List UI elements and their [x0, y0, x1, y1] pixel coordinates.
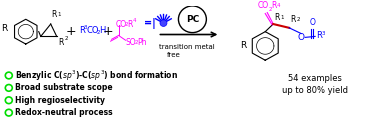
- Text: 4: 4: [276, 3, 280, 8]
- Text: +: +: [65, 25, 76, 38]
- Text: R: R: [271, 1, 277, 10]
- Text: CO: CO: [257, 1, 268, 10]
- Text: 4: 4: [133, 18, 136, 23]
- Text: Broad substrate scope: Broad substrate scope: [15, 83, 112, 92]
- Text: 2: 2: [125, 22, 128, 27]
- Text: R: R: [79, 26, 85, 35]
- Text: 1: 1: [58, 12, 61, 17]
- Text: H: H: [100, 26, 106, 35]
- Text: 54 examples: 54 examples: [288, 74, 342, 83]
- Text: +: +: [102, 25, 113, 38]
- Text: 2: 2: [135, 40, 138, 45]
- Text: 2: 2: [268, 7, 272, 12]
- Text: R: R: [316, 31, 322, 40]
- Text: CO: CO: [87, 26, 99, 35]
- Text: =|: =|: [144, 18, 155, 29]
- Text: 2: 2: [296, 17, 300, 22]
- Text: R: R: [274, 13, 280, 22]
- Text: 2: 2: [65, 36, 68, 41]
- Text: free: free: [166, 52, 180, 58]
- Text: Redox-neutral process: Redox-neutral process: [15, 108, 112, 117]
- Text: Benzylic C($sp^3$)-C($sp^3$) bond formation: Benzylic C($sp^3$)-C($sp^3$) bond format…: [15, 68, 178, 83]
- Text: High regioselectivity: High regioselectivity: [15, 96, 105, 105]
- Text: O: O: [309, 18, 315, 27]
- Text: R: R: [127, 20, 133, 29]
- Text: CO: CO: [116, 20, 127, 29]
- Text: Ph: Ph: [138, 38, 147, 47]
- Circle shape: [160, 20, 167, 26]
- Text: transition metal: transition metal: [160, 44, 215, 50]
- Text: PC: PC: [186, 15, 199, 24]
- Text: 3: 3: [321, 31, 325, 36]
- Text: R: R: [290, 15, 296, 24]
- Text: R: R: [59, 38, 64, 47]
- Text: R: R: [240, 41, 246, 50]
- Text: 1: 1: [280, 15, 284, 20]
- Text: R: R: [52, 10, 57, 19]
- Text: O: O: [297, 33, 305, 42]
- Text: up to 80% yield: up to 80% yield: [282, 86, 348, 95]
- Text: SO: SO: [125, 38, 136, 47]
- Text: 3: 3: [84, 25, 87, 30]
- Text: 2: 2: [97, 30, 100, 35]
- Text: R: R: [2, 24, 8, 33]
